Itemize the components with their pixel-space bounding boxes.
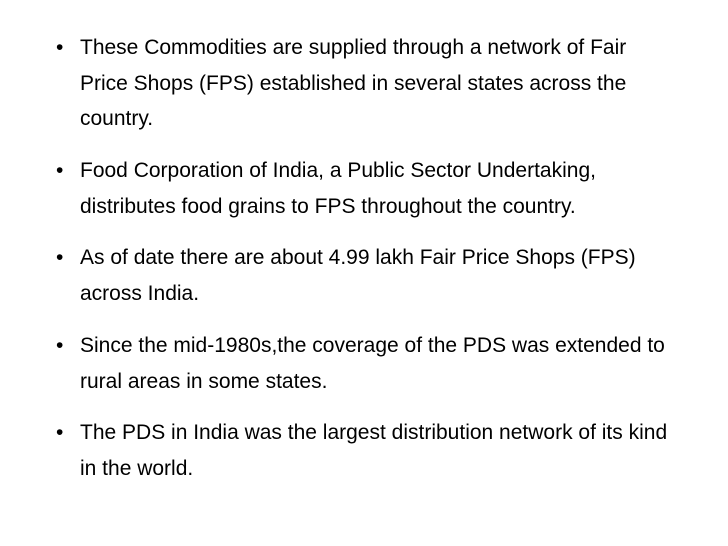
list-item: These Commodities are supplied through a… (50, 30, 678, 137)
bullet-text: These Commodities are supplied through a… (80, 36, 626, 130)
bullet-list: These Commodities are supplied through a… (50, 30, 678, 487)
bullet-text: Food Corporation of India, a Public Sect… (80, 159, 596, 218)
bullet-text: As of date there are about 4.99 lakh Fai… (80, 246, 636, 305)
list-item: Since the mid-1980s,the coverage of the … (50, 328, 678, 399)
list-item: Food Corporation of India, a Public Sect… (50, 153, 678, 224)
list-item: As of date there are about 4.99 lakh Fai… (50, 240, 678, 311)
bullet-text: Since the mid-1980s,the coverage of the … (80, 334, 665, 393)
slide-content: These Commodities are supplied through a… (50, 30, 678, 487)
bullet-text: The PDS in India was the largest distrib… (80, 421, 667, 480)
list-item: The PDS in India was the largest distrib… (50, 415, 678, 486)
